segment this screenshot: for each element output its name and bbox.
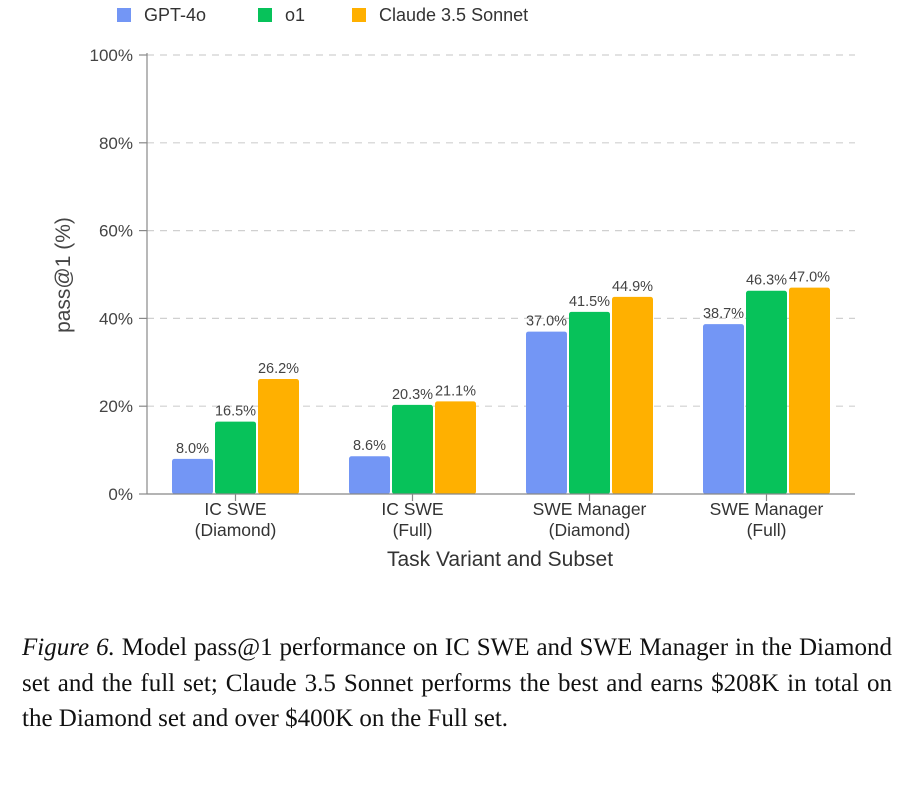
x-tick-label-line: (Full)	[747, 520, 787, 540]
y-axis: 0% 20% 40% 60% 80% 100%	[90, 46, 148, 504]
legend-label: Claude 3.5 Sonnet	[379, 5, 528, 25]
legend-swatch	[258, 8, 272, 22]
data-label: 37.0%	[526, 314, 567, 330]
y-tick-label: 80%	[99, 134, 133, 153]
x-tick-label: IC SWE (Diamond)	[195, 499, 277, 540]
data-label: 47.0%	[789, 270, 830, 286]
bars: 8.0% 16.5% 26.2% 8.6% 20.3% 21.1% 37.0%41.5%44…	[172, 270, 830, 494]
y-tick-label: 20%	[99, 397, 133, 416]
x-tick-label: SWE Manager (Full)	[710, 499, 824, 540]
legend: GPT-4o o1 Claude 3.5 Sonnet	[117, 5, 528, 25]
legend-swatch	[352, 8, 366, 22]
data-label: 44.9%	[612, 279, 653, 295]
data-label: 26.2%	[258, 361, 299, 377]
bar	[435, 401, 476, 494]
bar	[349, 456, 390, 494]
data-label: 8.6%	[353, 438, 386, 454]
bar	[392, 404, 433, 494]
bar	[612, 296, 653, 494]
x-tick-label-line: SWE Manager	[533, 499, 647, 519]
data-label: 21.1%	[435, 383, 476, 399]
data-label: 8.0%	[176, 441, 209, 457]
caption-text: Model pass@1 performance on IC SWE and S…	[22, 634, 892, 732]
bar	[703, 324, 744, 494]
x-tick-label-line: (Diamond)	[195, 520, 277, 540]
x-tick-label-line: (Full)	[393, 520, 433, 540]
x-tick-label-line: (Diamond)	[549, 520, 631, 540]
bar	[526, 331, 567, 494]
bar	[258, 378, 299, 494]
data-label: 16.5%	[215, 404, 256, 420]
bar	[746, 290, 787, 494]
y-tick-label: 40%	[99, 309, 133, 328]
bar	[172, 458, 213, 494]
bar-chart: GPT-4o o1 Claude 3.5 Sonnet 0% 20% 40% 60% 80%…	[52, 5, 855, 571]
y-tick-label: 100%	[90, 46, 133, 65]
data-label: 46.3%	[746, 273, 787, 289]
y-tick-label: 0%	[108, 485, 133, 504]
x-axis: IC SWE (Diamond)IC SWE (Full)SWE Manager (D…	[147, 493, 855, 540]
x-tick-label-line: IC SWE	[381, 499, 443, 519]
bar	[215, 421, 256, 494]
data-label: 20.3%	[392, 387, 433, 403]
x-tick-label-line: IC SWE	[204, 499, 266, 519]
legend-label: GPT-4o	[144, 5, 206, 25]
x-tick-label-line: SWE Manager	[710, 499, 824, 519]
bar	[789, 287, 830, 494]
figure-caption: Figure 6. Model pass@1 performance on IC…	[22, 630, 892, 737]
legend-swatch	[117, 8, 131, 22]
y-axis-label: pass@1 (%)	[52, 217, 75, 333]
data-label: 38.7%	[703, 306, 744, 322]
bar	[569, 311, 610, 494]
y-tick-label: 60%	[99, 222, 133, 241]
caption-lead: Figure 6.	[22, 634, 115, 661]
x-axis-label: Task Variant and Subset	[387, 548, 613, 571]
x-tick-label: IC SWE (Full)	[381, 499, 443, 540]
x-tick-label: SWE Manager (Diamond)	[533, 499, 647, 540]
data-label: 41.5%	[569, 294, 610, 310]
legend-label: o1	[285, 5, 305, 25]
